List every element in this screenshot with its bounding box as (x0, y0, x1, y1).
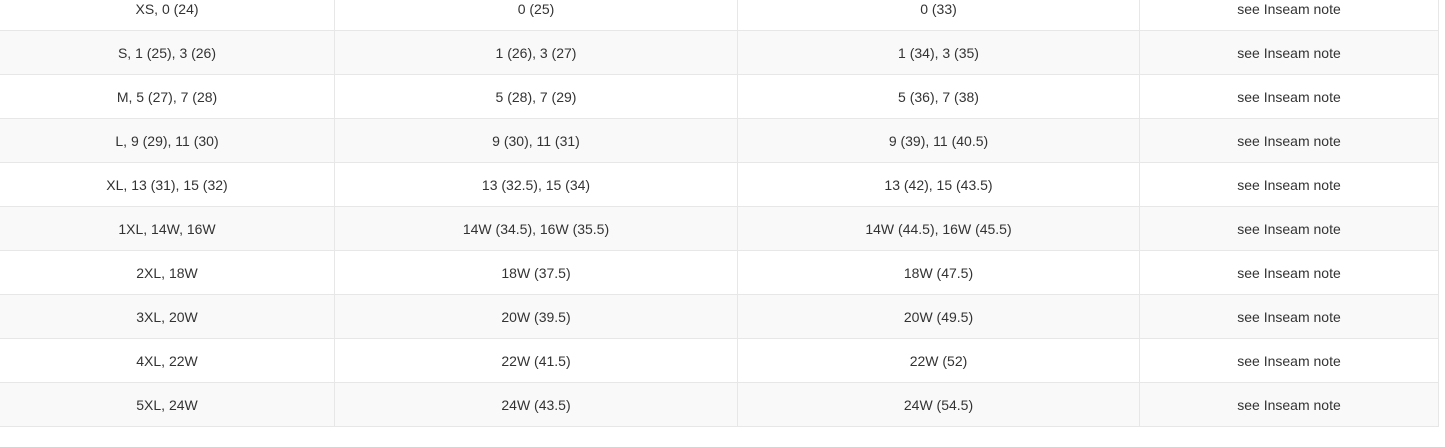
measurement-cell: 24W (43.5) (335, 383, 738, 426)
measurement-cell: 9 (39), 11 (40.5) (738, 119, 1140, 162)
size-chart-table: XS, 0 (24) 0 (25) 0 (33) see Inseam note… (0, 0, 1439, 427)
size-label-cell: 3XL, 20W (0, 295, 335, 338)
table-row: XS, 0 (24) 0 (25) 0 (33) see Inseam note (0, 0, 1439, 31)
measurement-cell: 5 (28), 7 (29) (335, 75, 738, 118)
inseam-note-cell: see Inseam note (1140, 31, 1439, 74)
size-label-cell: M, 5 (27), 7 (28) (0, 75, 335, 118)
measurement-cell: 0 (33) (738, 0, 1140, 30)
size-chart-table-viewport: XS, 0 (24) 0 (25) 0 (33) see Inseam note… (0, 0, 1439, 427)
inseam-note-cell: see Inseam note (1140, 0, 1439, 30)
measurement-cell: 0 (25) (335, 0, 738, 30)
size-label-cell: S, 1 (25), 3 (26) (0, 31, 335, 74)
measurement-cell: 14W (44.5), 16W (45.5) (738, 207, 1140, 250)
inseam-note-cell: see Inseam note (1140, 339, 1439, 382)
inseam-note-cell: see Inseam note (1140, 207, 1439, 250)
table-row: 2XL, 18W 18W (37.5) 18W (47.5) see Insea… (0, 251, 1439, 295)
inseam-note-cell: see Inseam note (1140, 251, 1439, 294)
measurement-cell: 20W (39.5) (335, 295, 738, 338)
inseam-note-cell: see Inseam note (1140, 163, 1439, 206)
measurement-cell: 1 (34), 3 (35) (738, 31, 1140, 74)
measurement-cell: 20W (49.5) (738, 295, 1140, 338)
measurement-cell: 18W (47.5) (738, 251, 1140, 294)
size-label-cell: 1XL, 14W, 16W (0, 207, 335, 250)
measurement-cell: 13 (42), 15 (43.5) (738, 163, 1140, 206)
size-label-cell: XL, 13 (31), 15 (32) (0, 163, 335, 206)
inseam-note-cell: see Inseam note (1140, 295, 1439, 338)
measurement-cell: 24W (54.5) (738, 383, 1140, 426)
measurement-cell: 5 (36), 7 (38) (738, 75, 1140, 118)
measurement-cell: 14W (34.5), 16W (35.5) (335, 207, 738, 250)
measurement-cell: 18W (37.5) (335, 251, 738, 294)
inseam-note-cell: see Inseam note (1140, 119, 1439, 162)
table-row: M, 5 (27), 7 (28) 5 (28), 7 (29) 5 (36),… (0, 75, 1439, 119)
measurement-cell: 9 (30), 11 (31) (335, 119, 738, 162)
table-row: 1XL, 14W, 16W 14W (34.5), 16W (35.5) 14W… (0, 207, 1439, 251)
size-label-cell: 4XL, 22W (0, 339, 335, 382)
size-label-cell: 2XL, 18W (0, 251, 335, 294)
inseam-note-cell: see Inseam note (1140, 75, 1439, 118)
size-label-cell: XS, 0 (24) (0, 0, 335, 30)
measurement-cell: 13 (32.5), 15 (34) (335, 163, 738, 206)
measurement-cell: 22W (41.5) (335, 339, 738, 382)
size-label-cell: L, 9 (29), 11 (30) (0, 119, 335, 162)
table-row: XL, 13 (31), 15 (32) 13 (32.5), 15 (34) … (0, 163, 1439, 207)
inseam-note-cell: see Inseam note (1140, 383, 1439, 426)
table-row: S, 1 (25), 3 (26) 1 (26), 3 (27) 1 (34),… (0, 31, 1439, 75)
size-label-cell: 5XL, 24W (0, 383, 335, 426)
measurement-cell: 1 (26), 3 (27) (335, 31, 738, 74)
table-row: L, 9 (29), 11 (30) 9 (30), 11 (31) 9 (39… (0, 119, 1439, 163)
measurement-cell: 22W (52) (738, 339, 1140, 382)
table-row: 3XL, 20W 20W (39.5) 20W (49.5) see Insea… (0, 295, 1439, 339)
table-row: 5XL, 24W 24W (43.5) 24W (54.5) see Insea… (0, 383, 1439, 427)
table-row: 4XL, 22W 22W (41.5) 22W (52) see Inseam … (0, 339, 1439, 383)
